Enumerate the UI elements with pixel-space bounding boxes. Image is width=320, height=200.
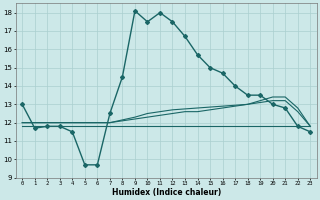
X-axis label: Humidex (Indice chaleur): Humidex (Indice chaleur) [112,188,221,197]
